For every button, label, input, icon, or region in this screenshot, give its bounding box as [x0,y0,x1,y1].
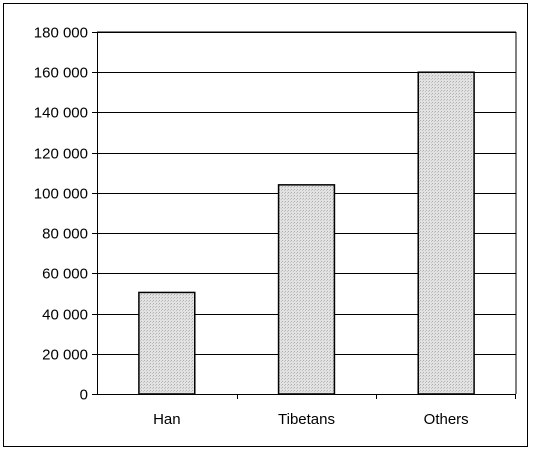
x-category-label: Others [424,411,469,428]
x-category-label: Han [153,411,181,428]
bar-others [417,71,475,395]
y-tick-label: 120 000 [34,146,88,163]
y-tick-label: 140 000 [34,105,88,122]
y-tick-label: 20 000 [42,347,88,364]
x-axis-category-labels: Han Tibetans Others [153,411,469,428]
x-category-label: Tibetans [278,411,335,428]
y-tick-label: 80 000 [42,226,88,243]
y-axis-tick-labels: 0 20 000 40 000 60 000 80 000 100 000 120 000 1… [34,25,88,404]
bar-han [138,291,196,395]
y-tick-label: 60 000 [42,266,88,283]
y-tick-label: 40 000 [42,307,88,324]
bars [138,71,475,395]
y-tick-label: 160 000 [34,65,88,82]
y-tick-label: 0 [80,387,88,404]
bar-tibetans [277,184,336,395]
y-tick-label: 180 000 [34,25,88,42]
y-tick-label: 100 000 [34,186,88,203]
axes [92,32,516,399]
